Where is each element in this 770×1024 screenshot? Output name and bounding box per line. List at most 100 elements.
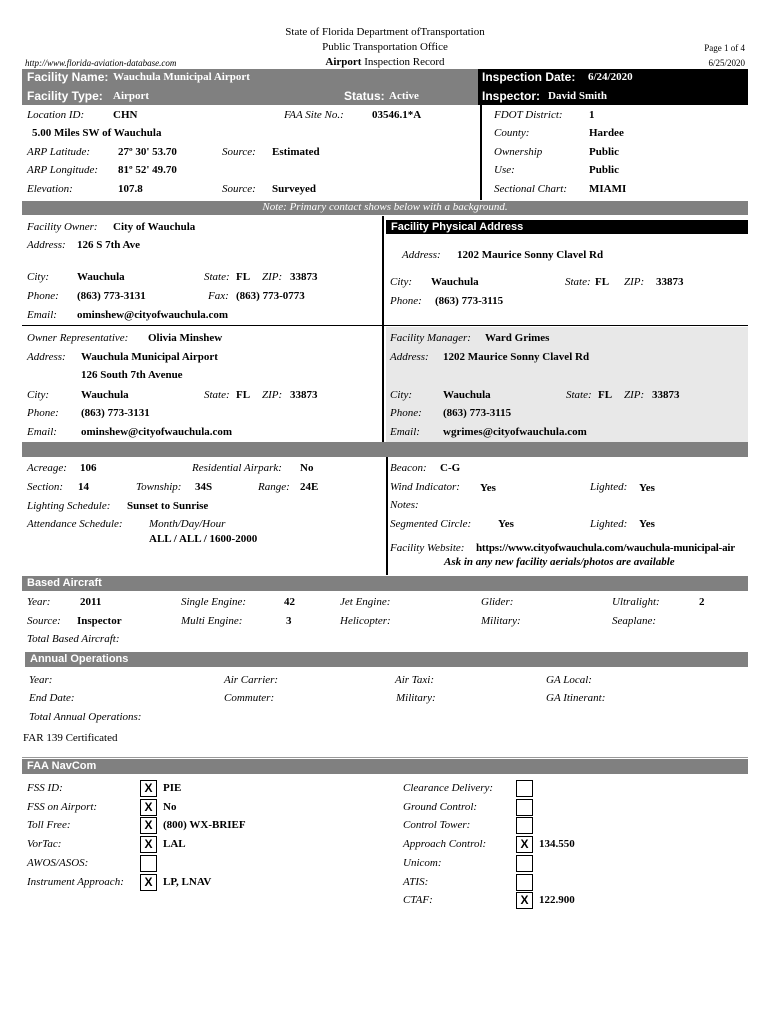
use-label: Use:	[494, 164, 515, 176]
manager-email[interactable]: wgrimes@cityofwauchula.com	[443, 426, 587, 438]
acreage: 106	[80, 462, 97, 474]
use: Public	[589, 164, 619, 176]
owner-city: Wauchula	[77, 271, 125, 283]
divider	[382, 216, 384, 442]
lighting-label: Lighting Schedule:	[27, 500, 111, 512]
navcom-value: No	[163, 800, 177, 813]
navcom-checkbox[interactable]: X	[140, 817, 157, 835]
ops-military-label: Military:	[396, 692, 436, 704]
ultralight: 2	[699, 596, 705, 608]
navcom-checkbox[interactable]: X	[516, 836, 533, 854]
divider	[22, 325, 748, 326]
navcom-checkbox[interactable]: X	[140, 873, 157, 891]
physical-phone-label: Phone:	[390, 295, 422, 307]
helicopter-label: Helicopter:	[340, 615, 391, 627]
manager-zip-label: ZIP:	[624, 389, 645, 401]
physical-zip: 33873	[656, 276, 684, 288]
facility-name: Wauchula Municipal Airport	[113, 71, 250, 83]
page-number: Page 1 of 4	[704, 43, 745, 53]
navcom-checkbox[interactable]	[140, 854, 157, 872]
navcom-checkbox[interactable]: X	[140, 836, 157, 854]
website-url[interactable]: http://www.florida-aviation-database.com	[25, 58, 177, 68]
navcom-checkbox[interactable]	[516, 798, 533, 816]
navcom-label: Toll Free:	[27, 819, 71, 832]
navcom-label: ATIS:	[403, 875, 429, 888]
ga-itinerant-label: GA Itinerant:	[546, 692, 606, 704]
rep-address-label: Address:	[27, 351, 66, 363]
owner-label: Facility Owner:	[27, 221, 98, 233]
section-bar	[22, 442, 748, 457]
navcom-checkbox[interactable]	[516, 873, 533, 891]
navcom-checkbox[interactable]: X	[516, 892, 533, 910]
note-text: Note: Primary contact shows below with a…	[262, 201, 508, 213]
residential-airpark: No	[300, 462, 314, 474]
owner-email[interactable]: ominshew@cityofwauchula.com	[77, 309, 229, 321]
residential-airpark-label: Residential Airpark:	[192, 462, 282, 474]
range-label: Range:	[258, 481, 290, 493]
note-bar	[22, 201, 748, 215]
attendance-schedule: ALL / ALL / 1600-2000	[149, 533, 258, 545]
navcom-title: FAA NavCom	[27, 760, 97, 772]
navcom-checkbox[interactable]	[516, 780, 533, 797]
glider-label: Glider:	[481, 596, 514, 608]
ba-total-label: Total Based Aircraft:	[27, 633, 120, 645]
attendance-label: Attendance Schedule:	[27, 518, 123, 530]
owner-name: City of Wauchula	[113, 221, 196, 233]
navcom-checkbox[interactable]: X	[140, 798, 157, 816]
owner-city-label: City:	[27, 271, 49, 283]
agency-title: State of Florida Department ofTransporta…	[285, 26, 485, 38]
navcom-value: PIE	[163, 782, 182, 794]
seaplane-label: Seaplane:	[612, 615, 656, 627]
facility-type: Airport	[113, 90, 150, 102]
owner-zip: 33873	[290, 271, 318, 283]
navcom-value: (800) WX-BRIEF	[163, 819, 246, 832]
divider	[386, 457, 388, 575]
sectional-chart: MIAMI	[589, 183, 627, 195]
far-139-status: FAR 139 Certificated	[23, 732, 118, 744]
inspection-date: 6/24/2020	[588, 71, 633, 83]
owner-address: 126 S 7th Ave	[77, 239, 141, 251]
divider	[480, 105, 482, 200]
wind-indicator-label: Wind Indicator:	[390, 481, 460, 493]
segmented-circle-label: Segmented Circle:	[390, 518, 472, 530]
owner-zip-label: ZIP:	[262, 271, 283, 283]
location-id: CHN	[113, 109, 138, 121]
wind-indicator: Yes	[480, 482, 496, 494]
rep-label: Owner Representative:	[27, 332, 129, 344]
physical-city-label: City:	[390, 276, 412, 288]
single-engine-label: Single Engine:	[181, 596, 247, 608]
ga-local-label: GA Local:	[546, 674, 592, 686]
manager-city-label: City:	[390, 389, 412, 401]
manager-city: Wauchula	[443, 389, 491, 401]
longitude: 81º 52' 49.70	[118, 164, 177, 176]
navcom-checkbox[interactable]	[516, 854, 533, 872]
ultralight-label: Ultralight:	[612, 596, 660, 608]
range: 24E	[300, 481, 319, 493]
rep-city-label: City:	[27, 389, 49, 401]
facility-bar	[22, 69, 478, 105]
physical-state-label: State:	[565, 276, 591, 288]
rep-phone: (863) 773-3131	[81, 407, 150, 419]
rep-state: FL	[236, 389, 251, 401]
rep-email[interactable]: ominshew@cityofwauchula.com	[81, 426, 233, 438]
status-label: Status:	[344, 89, 385, 103]
manager-address-label: Address:	[390, 351, 429, 363]
navcom-label: Clearance Delivery:	[403, 782, 494, 794]
manager-name: Ward Grimes	[485, 332, 550, 344]
inspector-name: David Smith	[548, 90, 607, 102]
manager-phone-label: Phone:	[390, 407, 422, 419]
lat-source-label: Source:	[222, 146, 256, 158]
manager-state-label: State:	[566, 389, 592, 401]
navcom-bar	[22, 759, 748, 774]
facility-website[interactable]: https://www.cityofwauchula.com/wauchula-…	[476, 542, 735, 554]
navcom-value: LAL	[163, 838, 186, 851]
ba-source-label: Source:	[27, 615, 61, 627]
lat-source: Estimated	[272, 146, 320, 158]
navcom-checkbox[interactable]: X	[140, 780, 157, 797]
rep-zip-label: ZIP:	[262, 389, 283, 401]
rep-address-2: 126 South 7th Avenue	[81, 369, 183, 381]
record-type: Airport	[325, 56, 362, 68]
township-label: Township:	[136, 481, 182, 493]
air-taxi-label: Air Taxi:	[395, 674, 435, 686]
navcom-checkbox[interactable]	[516, 817, 533, 835]
